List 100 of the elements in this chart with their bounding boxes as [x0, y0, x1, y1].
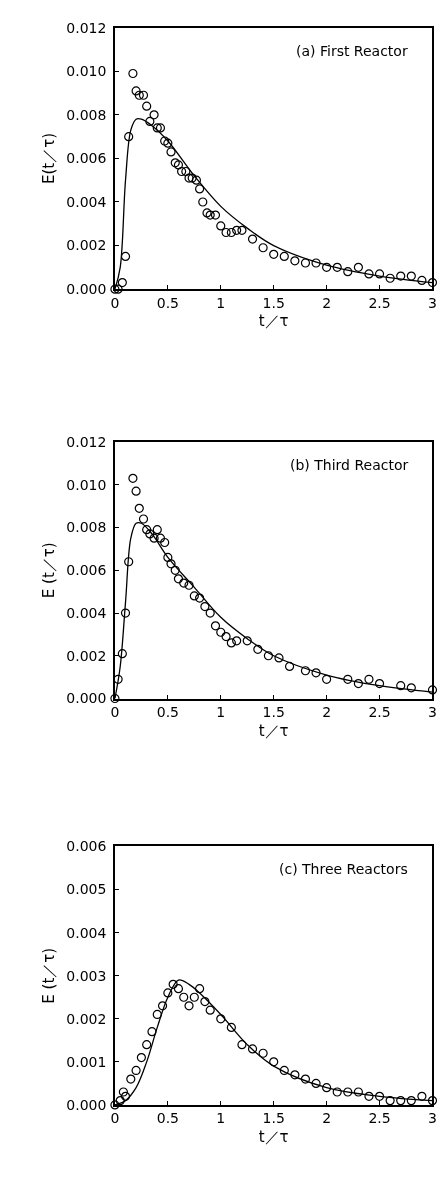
point: [258, 1048, 268, 1058]
point: [385, 1096, 395, 1106]
point: [258, 243, 268, 253]
point: [226, 227, 236, 238]
point: [417, 275, 427, 286]
x-tick-label: 2: [322, 1110, 332, 1127]
point: [147, 1027, 157, 1037]
point: [364, 1091, 374, 1101]
point: [157, 1001, 168, 1011]
point: [253, 644, 263, 654]
y-tick-label: 0.002: [66, 237, 107, 254]
point: [155, 533, 166, 543]
point: [269, 249, 279, 259]
point: [247, 234, 258, 244]
y-tick-label: 0.005: [66, 881, 107, 898]
point: [145, 116, 155, 126]
point: [205, 608, 215, 618]
x-tick-label: 0: [110, 704, 120, 721]
point: [173, 984, 184, 994]
x-tick-label: 0.5: [156, 1110, 179, 1127]
point: [110, 1100, 120, 1110]
point: [166, 559, 176, 569]
text: (a) First Reactor: [296, 43, 408, 59]
point: [284, 661, 295, 672]
point: [131, 86, 141, 96]
point: [353, 1087, 363, 1097]
point: [160, 537, 170, 548]
point: [242, 636, 252, 646]
y-tick-label: 0.008: [66, 519, 107, 536]
point: [117, 278, 127, 288]
point: [343, 674, 353, 684]
point: [274, 653, 284, 663]
point: [128, 473, 138, 483]
point: [195, 184, 205, 194]
x-tick-label: 2.5: [368, 704, 391, 721]
y-axis-title: E (t／τ): [40, 947, 59, 1004]
point: [149, 533, 159, 543]
point: [427, 278, 438, 288]
point: [343, 267, 353, 277]
point: [181, 166, 191, 177]
point: [184, 580, 194, 590]
point: [131, 486, 141, 496]
y-tick-label: 0.004: [66, 193, 107, 210]
point: [232, 225, 242, 235]
point: [189, 992, 199, 1002]
y-tick-label: 0.004: [66, 924, 107, 941]
point: [173, 160, 184, 170]
point: [195, 984, 205, 994]
point: [332, 1087, 342, 1097]
point: [168, 979, 178, 989]
x-tick-label: 2: [322, 294, 332, 311]
point: [173, 574, 184, 584]
point: [406, 683, 416, 693]
point: [200, 996, 210, 1007]
point: [131, 1065, 141, 1076]
point: [138, 90, 149, 100]
point: [322, 1083, 332, 1093]
x-tick-label: 1: [216, 704, 226, 721]
point: [237, 1040, 247, 1050]
point: [279, 1065, 289, 1076]
point: [417, 1091, 427, 1101]
point: [142, 525, 152, 535]
point: [221, 631, 231, 642]
point: [322, 674, 332, 684]
point: [353, 678, 363, 689]
point: [364, 674, 374, 684]
point: [216, 627, 226, 637]
point: [406, 1096, 416, 1106]
y-tick-label: 0.012: [66, 433, 107, 450]
point: [195, 593, 205, 603]
point: [232, 636, 242, 646]
x-tick-label: 1: [216, 1110, 226, 1127]
x-tick-label: 1: [216, 294, 226, 311]
point: [210, 621, 221, 631]
point: [226, 638, 236, 648]
y-tick-label: 0.002: [66, 1010, 107, 1027]
point: [142, 1040, 152, 1050]
y-tick-label: 0.000: [66, 281, 107, 298]
x-tick-label: 0.5: [156, 704, 179, 721]
point: [364, 269, 374, 279]
x-tick-label: 3: [428, 704, 437, 721]
point: [396, 1096, 406, 1106]
point: [134, 90, 144, 100]
point: [385, 273, 395, 283]
point: [427, 685, 438, 695]
point: [237, 225, 247, 235]
point: [170, 565, 180, 575]
x-tick-label: 2: [322, 704, 332, 721]
y-tick-label: 0.003: [66, 967, 107, 984]
point: [300, 1074, 311, 1084]
x-tick-label: 1.5: [262, 1110, 285, 1127]
point: [120, 608, 131, 618]
point: [311, 1078, 321, 1088]
x-tick-label: 2.5: [368, 294, 391, 311]
point: [353, 262, 363, 272]
point: [311, 258, 321, 268]
point: [332, 262, 342, 272]
point: [118, 1087, 128, 1097]
point: [311, 668, 321, 678]
y-tick-label: 0.006: [66, 150, 107, 167]
